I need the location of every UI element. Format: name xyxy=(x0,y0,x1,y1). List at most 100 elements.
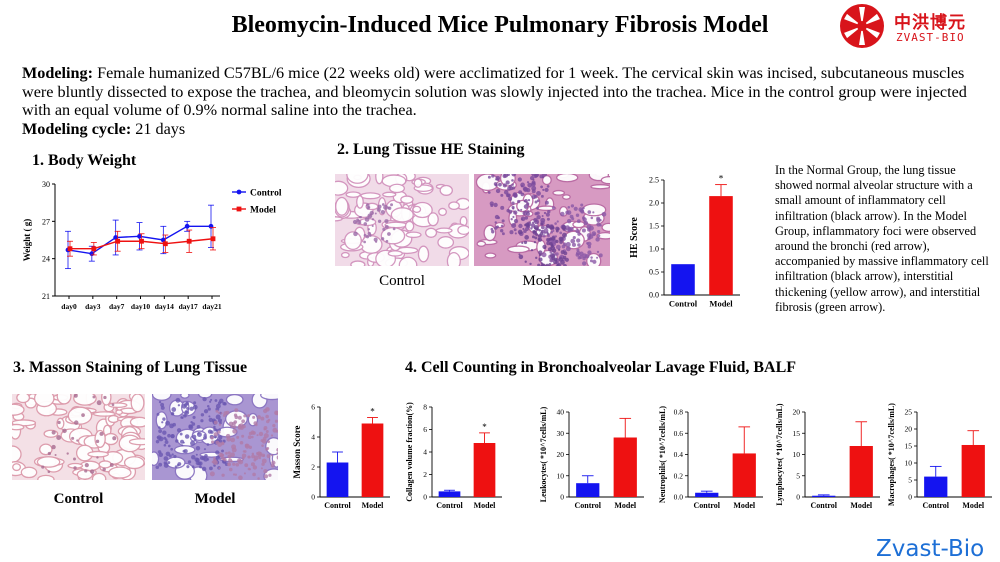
cell-nucleus xyxy=(258,431,264,437)
x-tick-label: day0 xyxy=(61,302,77,311)
cell-nucleus xyxy=(385,239,389,243)
cell-nucleus xyxy=(567,227,572,232)
cell-nucleus xyxy=(236,435,240,439)
cell-nucleus xyxy=(73,394,78,398)
cell-nucleus xyxy=(548,262,552,266)
cell-nucleus xyxy=(234,408,239,413)
cell-nucleus xyxy=(165,420,171,426)
x-tick-label: Model xyxy=(733,501,756,510)
cell-nucleus xyxy=(221,449,224,453)
y-tick-label: 15 xyxy=(905,442,913,451)
cell-nucleus xyxy=(566,218,572,224)
alveolus xyxy=(601,222,610,233)
cell-nucleus xyxy=(206,404,210,408)
cell-nucleus xyxy=(213,457,216,460)
cell-nucleus xyxy=(518,254,524,260)
significance-mark: * xyxy=(370,407,375,417)
cell-nucleus xyxy=(487,175,491,179)
cell-nucleus xyxy=(526,181,530,184)
cell-nucleus xyxy=(531,194,536,200)
x-tick-label: Model xyxy=(962,501,985,510)
x-tick-label: day17 xyxy=(179,302,198,311)
cell-nucleus xyxy=(583,220,589,226)
cell-nucleus xyxy=(252,465,258,470)
y-tick-label: 2 xyxy=(423,470,427,479)
data-point xyxy=(115,238,121,244)
cell-nucleus xyxy=(524,199,528,203)
cell-nucleus xyxy=(540,222,544,226)
cell-nucleus xyxy=(535,256,538,260)
cell-nucleus xyxy=(558,248,561,251)
cell-nucleus xyxy=(588,234,594,239)
cell-nucleus xyxy=(274,419,278,423)
cell-nucleus xyxy=(252,472,256,477)
cell-nucleus xyxy=(180,416,183,419)
alveolus xyxy=(404,220,415,232)
cycle-text: 21 days xyxy=(135,119,186,138)
cell-nucleus xyxy=(503,190,509,195)
cell-nucleus xyxy=(202,396,207,402)
x-tick-label: day10 xyxy=(131,302,150,311)
cell-nucleus xyxy=(596,256,599,259)
cell-nucleus xyxy=(558,257,564,262)
cell-nucleus xyxy=(390,203,394,207)
y-tick-label: 0.2 xyxy=(674,471,684,480)
masson-score-chart: 0 2 4 6 Control Model * Masson Score xyxy=(292,403,390,510)
cell-nucleus xyxy=(262,454,265,457)
y-axis-label: Neutrophils( *10^7cells/mL) xyxy=(658,406,667,504)
cell-nucleus xyxy=(589,259,593,263)
cell-nucleus xyxy=(257,415,261,419)
cell-nucleus xyxy=(223,457,227,462)
cell-nucleus xyxy=(356,218,360,222)
cell-nucleus xyxy=(512,215,515,219)
cell-nucleus xyxy=(377,219,382,223)
alveolus xyxy=(541,174,552,186)
cell-nucleus xyxy=(162,430,167,435)
y-tick-label: 40 xyxy=(557,408,565,417)
cell-nucleus xyxy=(206,443,210,446)
cell-nucleus xyxy=(549,250,553,254)
cell-nucleus xyxy=(551,236,556,241)
cell-nucleus xyxy=(596,216,601,221)
x-tick-label: Control xyxy=(574,501,601,510)
legend-label: Model xyxy=(250,206,276,216)
cell-nucleus xyxy=(218,435,223,440)
y-tick-label: 2 xyxy=(311,463,315,472)
alveolus xyxy=(507,245,530,254)
cell-nucleus xyxy=(571,242,577,247)
cell-nucleus xyxy=(511,174,517,177)
cell-nucleus xyxy=(590,216,594,220)
cell-nucleus xyxy=(241,419,246,424)
cell-nucleus xyxy=(571,217,575,221)
y-tick-label: 0.6 xyxy=(674,429,684,438)
cell-nucleus xyxy=(227,462,231,467)
section-body-weight: 1. Body Weight xyxy=(32,152,137,169)
cell-nucleus xyxy=(596,250,600,254)
alveolus xyxy=(600,175,610,185)
alveolus xyxy=(552,189,566,196)
cell-nucleus xyxy=(491,174,495,178)
cell-nucleus xyxy=(565,210,570,215)
legend-marker xyxy=(236,189,242,195)
cell-nucleus xyxy=(546,217,550,221)
cell-nucleus xyxy=(193,401,197,405)
cell-nucleus xyxy=(201,456,206,461)
cell-nucleus xyxy=(541,252,547,258)
cell-nucleus xyxy=(577,243,581,247)
cell-nucleus xyxy=(384,225,389,229)
cell-nucleus xyxy=(487,191,491,194)
cell-nucleus xyxy=(241,434,245,438)
cell-nucleus xyxy=(263,408,268,414)
cell-nucleus xyxy=(520,216,526,222)
x-tick-label: Model xyxy=(614,501,637,510)
cell-nucleus xyxy=(217,418,223,423)
alveolus xyxy=(435,227,453,234)
cell-nucleus xyxy=(233,413,238,417)
cell-nucleus xyxy=(266,446,270,450)
y-tick-label: 4 xyxy=(311,433,315,442)
cell-nucleus xyxy=(501,219,505,223)
alveolus xyxy=(476,240,487,247)
cell-nucleus xyxy=(554,222,557,225)
y-tick-label: 30 xyxy=(42,180,50,189)
cell-nucleus xyxy=(494,226,498,230)
